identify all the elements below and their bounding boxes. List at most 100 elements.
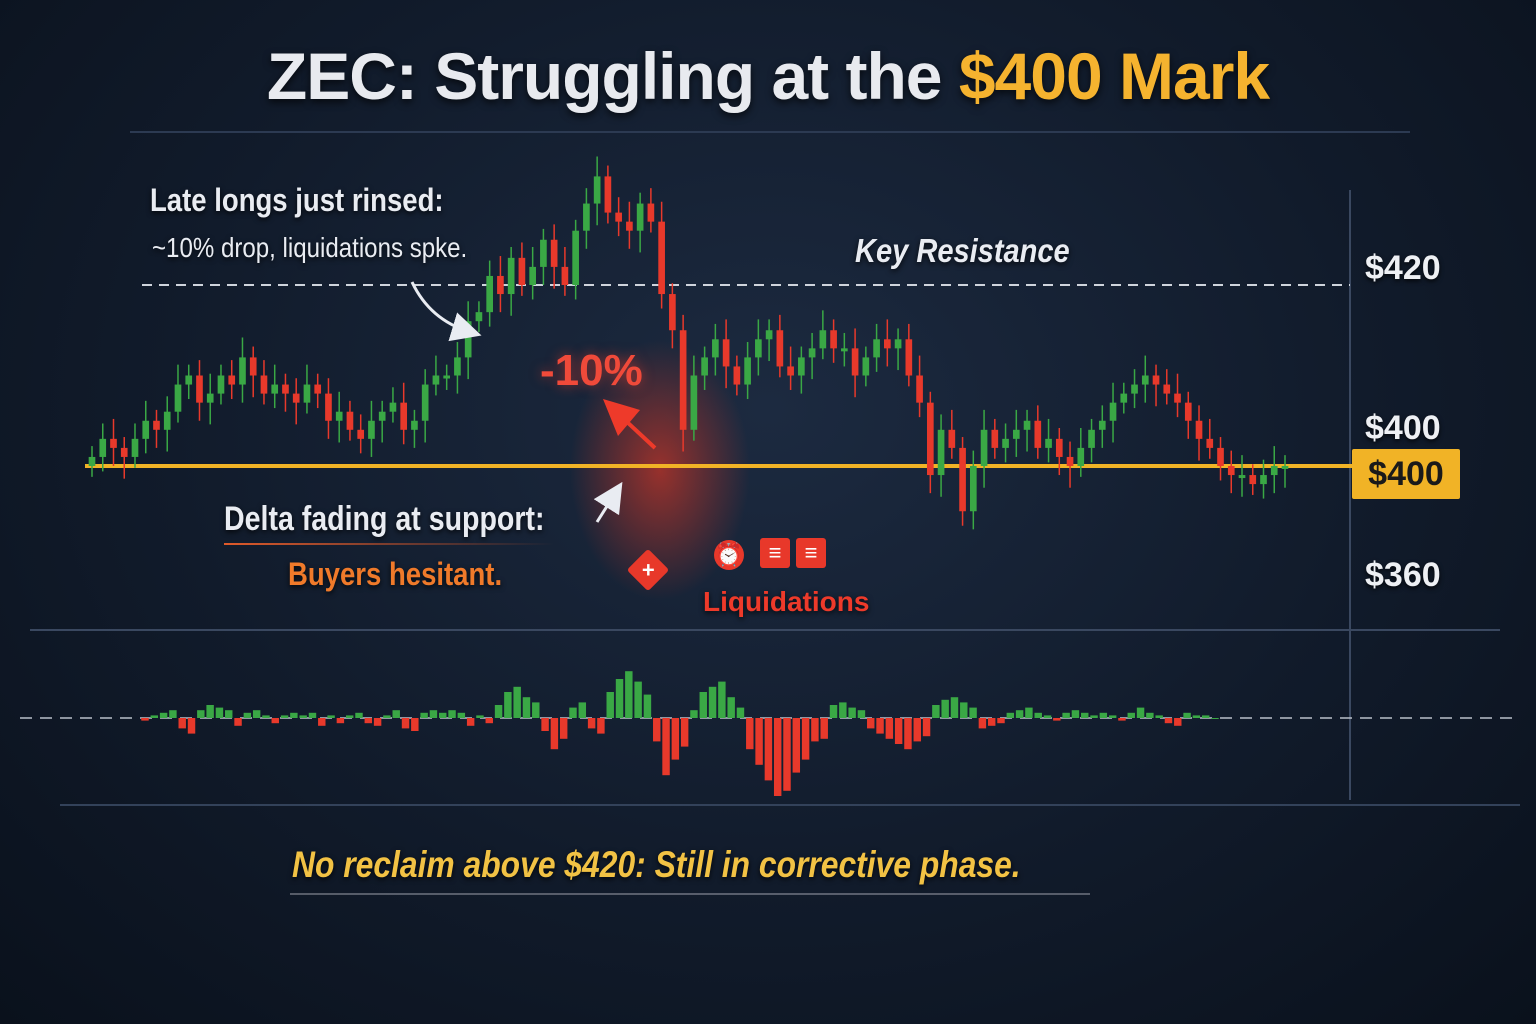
delta-bar <box>839 702 847 718</box>
candle-body <box>561 266 569 285</box>
delta-bar <box>997 718 1005 724</box>
candle-body <box>260 375 268 394</box>
delta-bar <box>262 715 270 718</box>
candle-body <box>518 257 526 285</box>
candle-body <box>959 447 966 512</box>
delta-bar <box>1108 715 1117 718</box>
candle-body <box>894 339 902 349</box>
candle-body <box>540 239 547 267</box>
candle-body <box>131 438 139 457</box>
candle-body <box>1109 402 1117 421</box>
candle-body <box>1260 475 1267 485</box>
candle-body <box>282 384 289 394</box>
drop-percent-label: -10% <box>540 346 643 395</box>
late-longs-detail: ~10% drop, liquidations spke. <box>152 232 468 263</box>
candle-body <box>1034 420 1042 448</box>
delta-bar <box>597 718 605 734</box>
delta-bar <box>829 705 838 718</box>
candle-body <box>443 375 451 379</box>
candle-body <box>851 348 859 376</box>
candle-body <box>980 429 988 466</box>
delta-bar <box>587 718 596 729</box>
delta-bar <box>169 710 177 718</box>
delta-bar <box>643 694 652 718</box>
delta-bar <box>197 710 205 718</box>
delta-bar <box>252 710 261 718</box>
candle-body <box>497 275 504 295</box>
delta-bar <box>327 715 335 718</box>
delta-bar <box>141 718 149 721</box>
delta-underline <box>224 543 554 545</box>
candle-body <box>969 466 977 512</box>
candle-body <box>841 348 848 352</box>
delta-bar <box>373 718 382 726</box>
delta-bar <box>969 707 977 718</box>
candle-body <box>830 330 837 349</box>
delta-bar <box>178 718 186 729</box>
delta-bar <box>439 712 447 718</box>
delta-bar <box>1211 718 1219 719</box>
delta-bar <box>308 712 317 718</box>
delta-bar <box>950 697 959 718</box>
candle-body <box>421 384 429 421</box>
candle-body <box>206 393 214 403</box>
candle-body <box>991 429 999 448</box>
candle-body <box>636 203 644 231</box>
delta-bar <box>401 718 410 729</box>
candle-body <box>454 357 461 376</box>
delta-bar <box>848 707 856 718</box>
candle-body <box>593 176 601 204</box>
candles <box>88 156 1289 530</box>
candle-body <box>712 339 719 358</box>
delta-bar <box>755 718 763 765</box>
delta-bar <box>159 712 168 718</box>
candle-body <box>1098 420 1106 430</box>
alarm-icon: ⏰ <box>714 540 744 570</box>
candle-body <box>389 402 397 412</box>
page-title: ZEC: Struggling at the $400 Mark <box>0 38 1536 114</box>
delta-bar <box>494 705 503 718</box>
delta-bar <box>383 715 391 718</box>
candle-body <box>1023 420 1031 430</box>
delta-bar <box>960 702 968 718</box>
delta-bar <box>150 715 159 718</box>
candle-body <box>153 420 160 430</box>
candle-body <box>1077 447 1085 466</box>
delta-bar <box>783 718 791 791</box>
delta-bar <box>215 707 224 718</box>
delta-bar <box>532 702 540 718</box>
delta-bar <box>736 707 745 718</box>
y-tick-400: $400 <box>1365 409 1441 447</box>
candle-body <box>174 384 182 412</box>
candle-body <box>626 221 633 231</box>
candle-body <box>916 375 923 403</box>
title-highlight: $400 Mark <box>958 39 1270 113</box>
delta-bar <box>513 686 521 718</box>
delta-bar <box>485 718 493 724</box>
candle-body <box>163 411 171 430</box>
delta-bar <box>1053 718 1061 721</box>
delta-bar <box>885 718 894 739</box>
delta-bar <box>1201 715 1210 718</box>
candle-body <box>647 203 655 222</box>
candle-body <box>862 357 870 376</box>
delta-bar <box>857 710 866 718</box>
delta-bar <box>569 707 577 718</box>
delta-bar <box>429 710 438 718</box>
delta-bar <box>1006 712 1015 718</box>
delta-bar <box>690 710 698 718</box>
candle-body <box>572 230 579 285</box>
footer-conclusion: No reclaim above $420: Still in correcti… <box>292 844 1021 885</box>
candle-body <box>1002 438 1009 448</box>
delta-bar <box>243 712 252 718</box>
delta-bar <box>978 718 987 729</box>
delta-bar <box>708 686 717 718</box>
candle-body <box>615 212 622 222</box>
candle-body <box>798 357 805 376</box>
delta-bar <box>1127 712 1135 718</box>
candle-body <box>249 357 257 376</box>
delta-bar <box>792 718 801 773</box>
delta-bar <box>225 710 233 718</box>
delta-bar <box>904 718 912 750</box>
delta-bar <box>932 705 940 718</box>
